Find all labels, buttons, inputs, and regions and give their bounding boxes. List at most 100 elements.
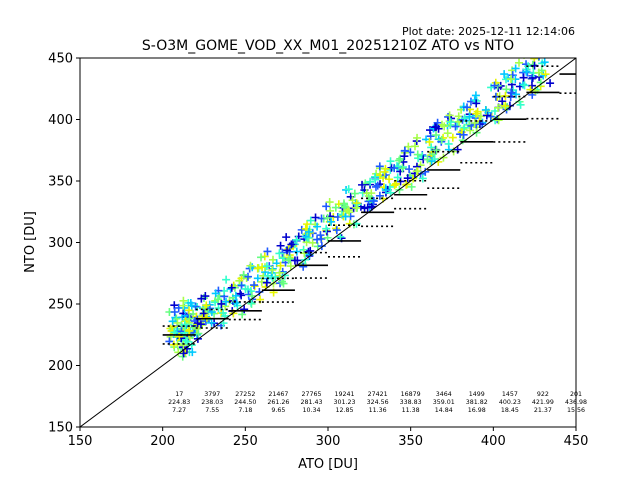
x-tick-label: 450: [564, 434, 589, 449]
data-point: [292, 235, 301, 244]
data-point: [518, 80, 527, 89]
x-tick-label: 200: [150, 434, 175, 449]
data-point: [476, 112, 485, 121]
data-point: [375, 162, 384, 171]
data-point: [451, 122, 460, 131]
chart-title: S-O3M_GOME_VOD_XX_M01_20251210Z ATO vs N…: [142, 38, 514, 54]
data-point: [385, 175, 394, 184]
data-point: [425, 137, 434, 146]
data-point: [292, 247, 301, 256]
data-point: [371, 175, 380, 184]
bin-stat-label: 19241: [335, 391, 355, 398]
data-point: [471, 91, 480, 100]
bin-stat-label: 359.01: [433, 399, 455, 406]
bin-stat-label: 381.82: [466, 399, 488, 406]
y-tick-label: 150: [48, 421, 73, 436]
bin-stat-label: 421.99: [532, 399, 554, 406]
data-point: [358, 180, 367, 189]
data-point: [331, 203, 340, 212]
bin-stat-label: 17: [175, 391, 183, 398]
data-point: [170, 307, 179, 316]
data-point: [512, 90, 521, 99]
data-point: [439, 133, 448, 142]
y-tick-label: 450: [48, 52, 73, 67]
data-point: [546, 79, 555, 88]
data-point: [253, 264, 262, 273]
data-point: [423, 155, 432, 164]
data-point: [173, 339, 182, 348]
plot-date: Plot date: 2025-12-11 12:14:06: [402, 25, 575, 38]
scatter-points: [165, 45, 555, 361]
data-point: [502, 85, 511, 94]
data-point: [194, 329, 203, 338]
data-point: [393, 173, 402, 182]
data-point: [515, 58, 524, 67]
data-point: [501, 101, 510, 110]
data-point: [527, 81, 536, 90]
data-point: [257, 277, 266, 286]
x-axis-label: ATO [DU]: [298, 457, 358, 472]
data-point: [465, 112, 474, 121]
data-point: [187, 341, 196, 350]
data-point: [413, 133, 422, 142]
data-point: [211, 289, 220, 298]
data-point: [317, 242, 326, 251]
data-point: [498, 97, 507, 106]
data-point: [373, 181, 382, 190]
data-point: [202, 301, 211, 310]
data-point: [375, 191, 384, 200]
bin-stat-label: 11.38: [402, 407, 420, 414]
data-point: [534, 68, 543, 77]
data-point: [538, 58, 540, 61]
data-point: [459, 130, 468, 139]
data-point: [219, 309, 228, 318]
data-point: [308, 238, 317, 247]
data-point: [248, 263, 257, 272]
data-point: [390, 181, 399, 190]
data-point: [470, 118, 479, 127]
data-point: [386, 157, 395, 166]
data-point: [227, 283, 236, 292]
data-point: [214, 304, 223, 313]
y-tick-label: 250: [48, 298, 73, 313]
data-point: [466, 126, 475, 135]
data-point: [217, 299, 226, 308]
data-point: [507, 75, 516, 84]
data-point: [276, 261, 285, 270]
bin-stat-label: 3797: [204, 391, 220, 398]
y-tick-label: 350: [48, 175, 73, 190]
data-point: [350, 189, 359, 198]
data-point: [403, 174, 412, 183]
data-point: [183, 337, 192, 346]
data-point: [547, 45, 555, 53]
bin-stat-label: 16879: [401, 391, 421, 398]
data-point: [463, 103, 472, 112]
data-point: [313, 222, 322, 231]
bin-stat-label: 27765: [301, 391, 321, 398]
data-point: [508, 71, 517, 80]
bin-stat-label: 21.37: [534, 407, 552, 414]
data-point: [327, 217, 336, 226]
data-point: [271, 272, 280, 281]
data-point: [199, 309, 208, 318]
data-point: [352, 203, 361, 212]
data-point: [530, 58, 539, 63]
data-point: [541, 70, 550, 79]
data-point: [416, 161, 425, 170]
data-point: [257, 253, 266, 262]
data-point: [287, 240, 296, 249]
plot-area: [80, 45, 576, 427]
data-point: [448, 133, 457, 142]
data-point: [443, 129, 452, 138]
data-point: [304, 227, 313, 236]
data-point: [366, 177, 375, 186]
data-point: [169, 340, 178, 349]
bin-stat-label: 12.85: [336, 407, 354, 414]
data-point: [214, 295, 223, 304]
data-point: [175, 332, 184, 341]
bin-stat-label: 16.98: [468, 407, 486, 414]
bin-stat-label: 27252: [235, 391, 255, 398]
bin-statistics: [162, 65, 576, 345]
data-point: [439, 153, 448, 162]
bin-stat-label: 9.65: [271, 407, 285, 414]
